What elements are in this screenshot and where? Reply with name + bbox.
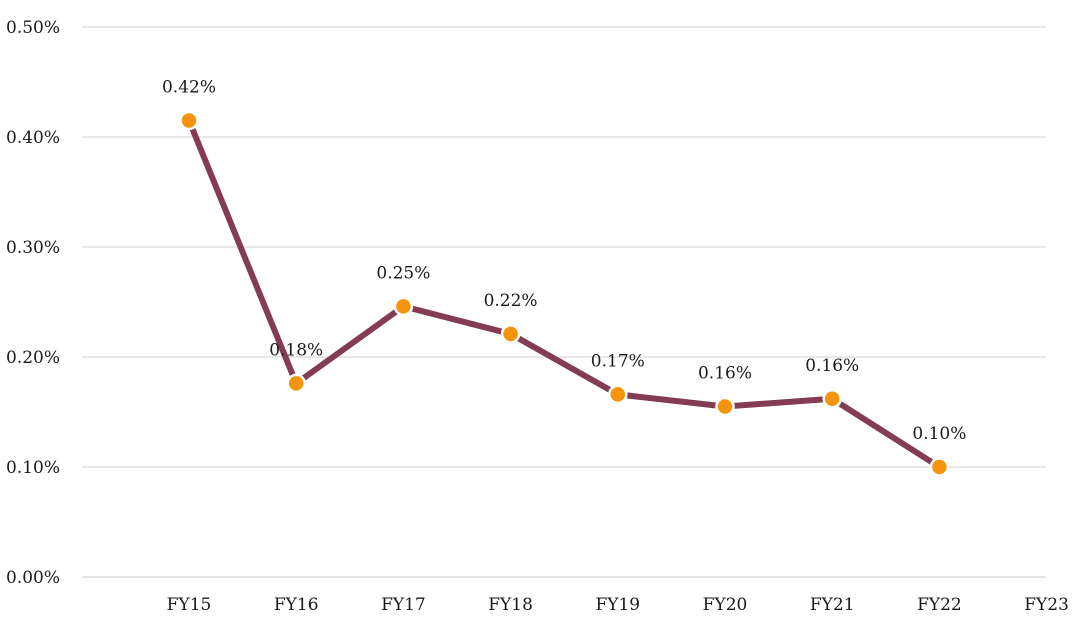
data-label: 0.25% [376, 263, 430, 283]
y-tick-label: 0.50% [6, 18, 60, 38]
x-tick-label: FY23 [1024, 595, 1069, 615]
x-axis-tick-labels: FY15 FY16 FY17 FY18 FY19 FY20 FY21 FY22 FY23 [167, 595, 1069, 615]
data-point [715, 396, 735, 417]
data-label: 0.22% [484, 291, 538, 311]
data-label: 0.17% [591, 351, 645, 371]
x-tick-label: FY22 [917, 595, 962, 615]
x-tick-label: FY19 [595, 595, 640, 615]
y-tick-label: 0.00% [6, 568, 60, 588]
data-label: 0.16% [805, 356, 859, 376]
x-tick-label: FY15 [167, 595, 212, 615]
data-label: 0.18% [269, 340, 323, 360]
x-tick-label: FY16 [274, 595, 319, 615]
y-tick-label: 0.30% [6, 238, 60, 258]
data-point [500, 324, 521, 344]
data-label: 0.42% [162, 78, 216, 98]
data-point [822, 389, 842, 409]
x-tick-label: FY18 [488, 595, 533, 615]
y-tick-label: 0.10% [6, 458, 60, 478]
data-point [929, 457, 950, 477]
x-tick-label: FY21 [810, 595, 855, 615]
data-point [286, 373, 306, 394]
data-point [393, 296, 414, 317]
gridlines [82, 26, 1046, 578]
data-label: 0.10% [912, 424, 966, 444]
series-line [186, 117, 943, 470]
data-point [179, 110, 199, 131]
data-labels: 0.42% 0.18% 0.25% 0.22% 0.17% 0.16% 0.16% 0.10% [162, 78, 966, 445]
x-tick-label: FY20 [703, 595, 748, 615]
series-group [179, 110, 950, 477]
y-tick-label: 0.20% [6, 348, 60, 368]
y-tick-label: 0.40% [6, 128, 60, 148]
y-axis-tick-labels: 0.00% 0.10% 0.20% 0.30% 0.40% 0.50% [6, 18, 60, 588]
x-tick-label: FY17 [381, 595, 426, 615]
data-label: 0.16% [698, 364, 752, 384]
data-point [608, 384, 628, 405]
